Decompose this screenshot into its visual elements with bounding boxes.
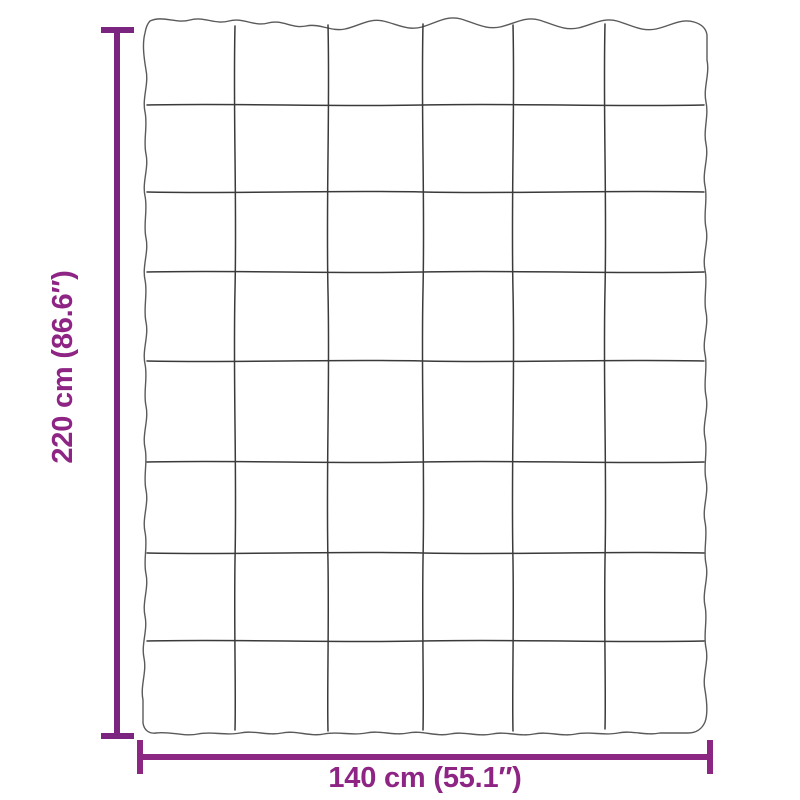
grid-line-vertical-2 — [326, 24, 330, 732]
width-dimension-line-group — [137, 740, 713, 774]
quilt-grid-vertical-lines — [233, 23, 607, 732]
grid-line-vertical-4 — [511, 24, 515, 732]
grid-line-horizontal-4 — [146, 359, 705, 363]
grid-line-vertical-3 — [421, 23, 425, 731]
width-dimension-label: 140 cm (55.1″) — [328, 762, 522, 794]
height-dimension-label: 220 cm (86.6″) — [47, 270, 79, 464]
grid-line-horizontal-5 — [146, 460, 705, 464]
grid-line-horizontal-3 — [146, 270, 705, 274]
grid-line-horizontal-2 — [146, 190, 705, 194]
quilt-outline-group — [141, 17, 709, 736]
grid-line-vertical-1 — [233, 25, 237, 731]
grid-line-horizontal-1 — [146, 103, 705, 107]
grid-line-vertical-5 — [603, 23, 607, 730]
quilt-outline — [141, 17, 709, 736]
grid-line-horizontal-6 — [146, 551, 705, 555]
grid-line-horizontal-7 — [146, 639, 705, 643]
height-dimension-line-group — [101, 27, 134, 739]
quilt-grid-horizontal-lines — [146, 103, 705, 643]
